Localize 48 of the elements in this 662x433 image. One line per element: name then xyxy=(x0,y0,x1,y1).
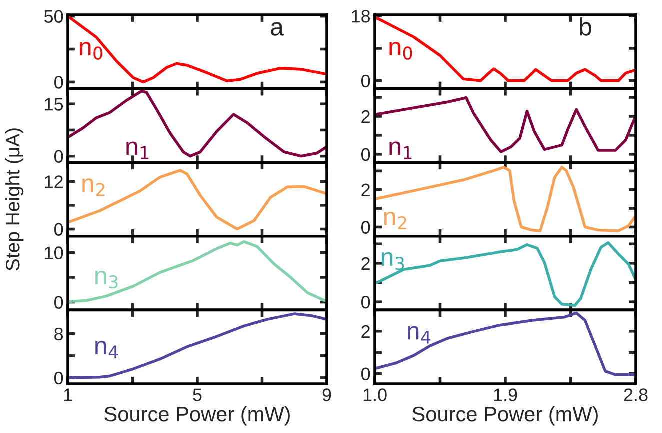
line-series xyxy=(375,166,636,232)
y-tick-label: 12 xyxy=(45,176,63,188)
y-tick-label: 18 xyxy=(352,10,370,23)
y-tick-label: 0 xyxy=(54,76,64,89)
y-axis-title: Step Height (μA) xyxy=(6,128,24,271)
x-tick-label: 1.9 xyxy=(494,388,518,402)
y-tick-label: 0 xyxy=(362,221,370,234)
series-label: n$_{1}$ xyxy=(126,142,149,160)
annotation: b xyxy=(580,18,592,36)
series-label: n$_{4}$ xyxy=(96,340,118,359)
y-tick-label: 2 xyxy=(362,110,370,124)
line-series xyxy=(375,242,636,307)
y-tick-label: 0 xyxy=(54,372,64,385)
y-tick-label: 0 xyxy=(362,368,370,381)
y-tick-label: 0 xyxy=(54,223,64,236)
line-series xyxy=(68,90,327,158)
series-label: n$_{4}$ xyxy=(408,326,431,344)
x-tick-label: 2.8 xyxy=(624,388,648,402)
y-tick-label: 10 xyxy=(45,246,64,260)
line-series xyxy=(68,240,327,304)
line-series xyxy=(68,169,327,231)
annotation: a xyxy=(271,22,284,36)
line-series xyxy=(68,312,327,380)
y-tick-label: 2 xyxy=(362,184,370,196)
series-label: n$_{0}$ xyxy=(390,42,412,60)
y-tick-label: 2 xyxy=(362,257,370,270)
x-tick-label: 9 xyxy=(322,388,332,402)
x-axis-title: Source Power (mW) xyxy=(412,406,598,426)
line-series xyxy=(375,312,636,376)
y-tick-label: 0 xyxy=(54,150,64,164)
y-tick-label: 0 xyxy=(362,148,370,162)
x-axis-title: Source Power (mW) xyxy=(104,406,290,426)
series-label: n$_{2}$ xyxy=(82,178,104,196)
series-label: n$_{2}$ xyxy=(384,212,406,230)
series-label: n$_{3}$ xyxy=(96,270,118,289)
x-tick-label: 5 xyxy=(193,388,202,402)
series-label: n$_{3}$ xyxy=(382,252,404,270)
series-label: n$_{0}$ xyxy=(80,42,102,60)
x-tick-label: 1.0 xyxy=(364,388,387,402)
y-tick-label: 0 xyxy=(362,296,370,309)
series-label: n$_{1}$ xyxy=(390,142,412,160)
y-tick-label: 2 xyxy=(362,325,370,338)
y-tick-label: 0 xyxy=(362,74,370,88)
y-tick-label: 15 xyxy=(45,98,64,111)
y-tick-label: 8 xyxy=(54,328,64,341)
x-tick-label: 1 xyxy=(64,388,72,402)
y-tick-label: 50 xyxy=(44,10,64,24)
y-tick-label: 0 xyxy=(54,296,64,309)
